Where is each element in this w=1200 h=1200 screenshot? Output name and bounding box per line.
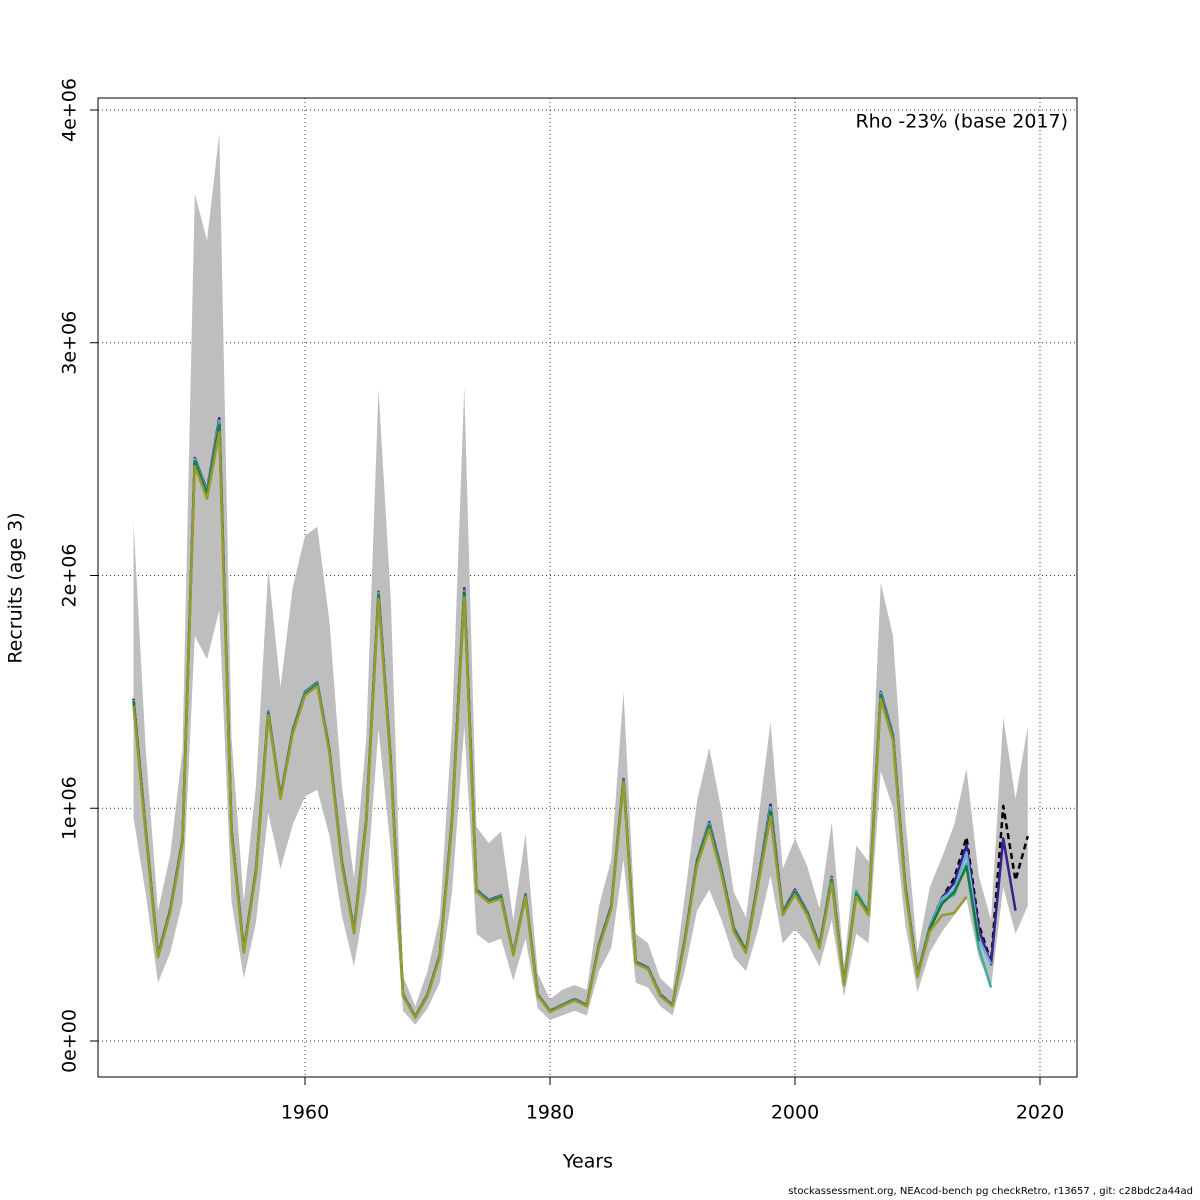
series-line bbox=[132, 431, 968, 1019]
y-axis-title: Recruits (age 3) bbox=[5, 512, 27, 663]
x-tick-label: 2020 bbox=[1016, 1102, 1064, 1124]
x-tick-label: 1980 bbox=[526, 1102, 574, 1124]
confidence-band bbox=[133, 133, 1028, 1025]
y-tick-label: 2e+06 bbox=[59, 544, 81, 608]
y-tick-label: 0e+00 bbox=[59, 1009, 81, 1073]
footer: stockassessment.org, NEAcod-bench pg che… bbox=[788, 1186, 1193, 1197]
y-tick-label: 1e+06 bbox=[59, 776, 81, 840]
x-tick-label: 1960 bbox=[281, 1102, 329, 1124]
plot-box bbox=[97, 97, 1078, 1078]
x-tick-label: 2000 bbox=[771, 1102, 819, 1124]
y-tick-label: 3e+06 bbox=[59, 311, 81, 375]
y-tick-label: 4e+06 bbox=[59, 78, 81, 142]
annotation: Rho -23% (base 2017) bbox=[855, 111, 1068, 133]
x-axis-title: Years bbox=[562, 1151, 613, 1173]
